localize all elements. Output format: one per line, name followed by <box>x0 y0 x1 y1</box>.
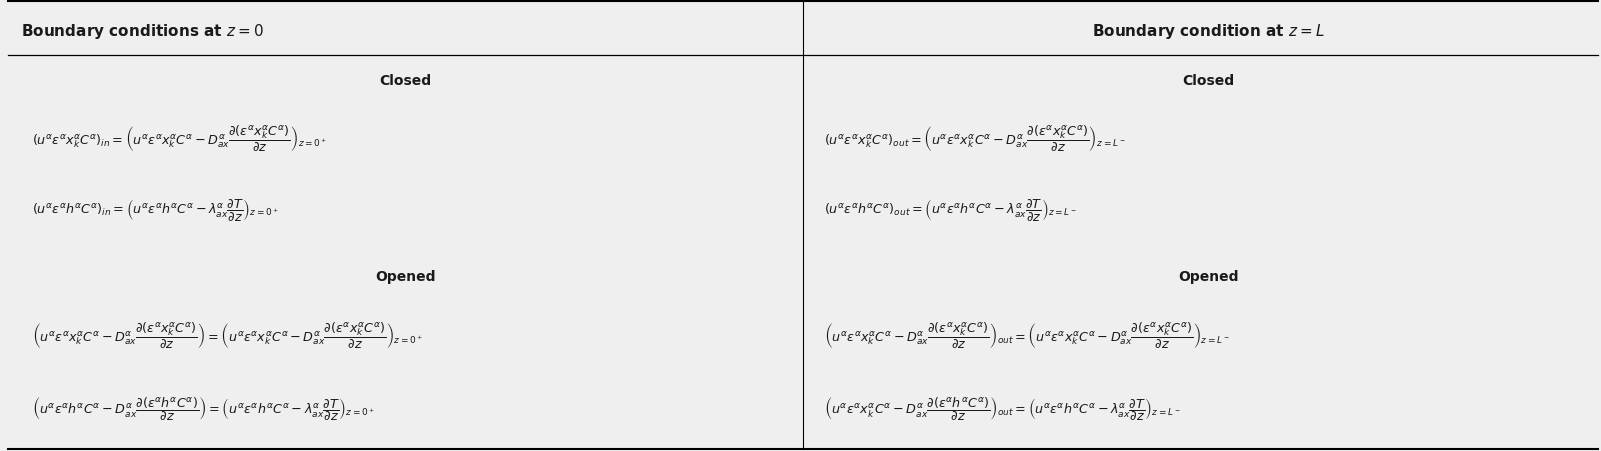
Text: Opened: Opened <box>1178 270 1239 284</box>
Text: Opened: Opened <box>375 270 435 284</box>
Text: Closed: Closed <box>1182 74 1234 87</box>
Text: $(u^\alpha \varepsilon^\alpha h^\alpha C^\alpha)_{in} = \left(u^\alpha \varepsil: $(u^\alpha \varepsilon^\alpha h^\alpha C… <box>32 197 279 223</box>
Text: Boundary conditions at $z=0$: Boundary conditions at $z=0$ <box>21 22 264 41</box>
Text: $\left(u^\alpha \varepsilon^\alpha x_k^\alpha C^\alpha - D^\alpha_{ax}\dfrac{\pa: $\left(u^\alpha \varepsilon^\alpha x_k^\… <box>823 320 1230 350</box>
Text: $\left(u^\alpha \varepsilon^\alpha x_k^\alpha C^\alpha - D^\alpha_{ax}\dfrac{\pa: $\left(u^\alpha \varepsilon^\alpha x_k^\… <box>823 395 1180 423</box>
Text: $(u^\alpha \varepsilon^\alpha x_k^\alpha C^\alpha)_{in} = \left(u^\alpha \vareps: $(u^\alpha \varepsilon^\alpha x_k^\alpha… <box>32 123 327 154</box>
Text: $(u^\alpha \varepsilon^\alpha h^\alpha C^\alpha)_{out} = \left(u^\alpha \varepsi: $(u^\alpha \varepsilon^\alpha h^\alpha C… <box>823 197 1077 223</box>
Text: Boundary condition at $z=L$: Boundary condition at $z=L$ <box>1092 22 1324 41</box>
Text: Closed: Closed <box>379 74 432 87</box>
Text: $\left(u^\alpha \varepsilon^\alpha h^\alpha C^\alpha - D^\alpha_{ax}\dfrac{\part: $\left(u^\alpha \varepsilon^\alpha h^\al… <box>32 395 375 423</box>
Text: $(u^\alpha \varepsilon^\alpha x_k^\alpha C^\alpha)_{out} = \left(u^\alpha \varep: $(u^\alpha \varepsilon^\alpha x_k^\alpha… <box>823 123 1126 154</box>
Text: $\left(u^\alpha \varepsilon^\alpha x_k^\alpha C^\alpha - D^\alpha_{ax}\dfrac{\pa: $\left(u^\alpha \varepsilon^\alpha x_k^\… <box>32 320 423 350</box>
